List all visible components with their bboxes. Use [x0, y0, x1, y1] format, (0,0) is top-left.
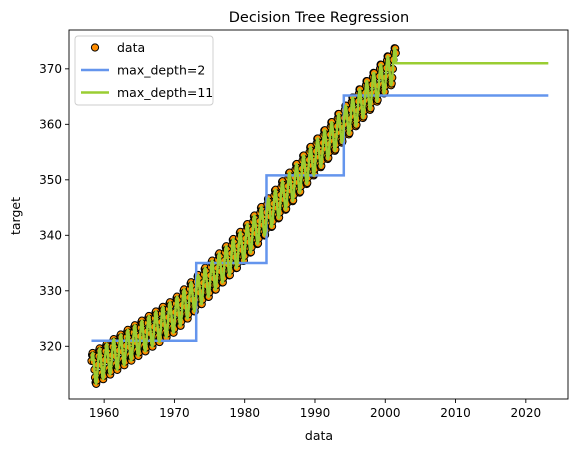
x-tick-label: 1990	[300, 406, 331, 420]
plot-frame	[68, 29, 569, 400]
y-tick-label: 330	[39, 284, 62, 298]
legend-label-depth11: max_depth=11	[117, 85, 213, 100]
x-tick-label: 1980	[229, 406, 260, 420]
x-tick-label: 2010	[440, 406, 471, 420]
legend: data max_depth=2 max_depth=11	[74, 35, 214, 106]
legend-marker-data	[90, 43, 100, 52]
series-line-depth11	[90, 46, 549, 386]
y-tick-label: 370	[39, 62, 62, 76]
x-axis: 1960 1970 1980 1990 2000 2010 2020	[89, 399, 541, 420]
y-tick-label: 360	[39, 118, 62, 132]
y-axis-label: target	[8, 197, 23, 235]
legend-label-data: data	[117, 40, 145, 55]
x-tick-label: 1960	[89, 406, 120, 420]
y-tick-label: 340	[39, 229, 62, 243]
x-axis-label: data	[305, 428, 333, 443]
legend-box	[74, 35, 214, 106]
y-tick-label: 320	[39, 340, 62, 354]
x-tick-label: 1970	[159, 406, 190, 420]
y-axis: 320 330 340 350 360 370	[39, 62, 69, 354]
chart-title: Decision Tree Regression	[229, 10, 409, 26]
legend-label-depth2: max_depth=2	[117, 63, 205, 78]
x-tick-label: 2020	[511, 406, 542, 420]
x-tick-label: 2000	[370, 406, 401, 420]
y-tick-label: 350	[39, 173, 62, 187]
lines-layer	[90, 46, 549, 386]
